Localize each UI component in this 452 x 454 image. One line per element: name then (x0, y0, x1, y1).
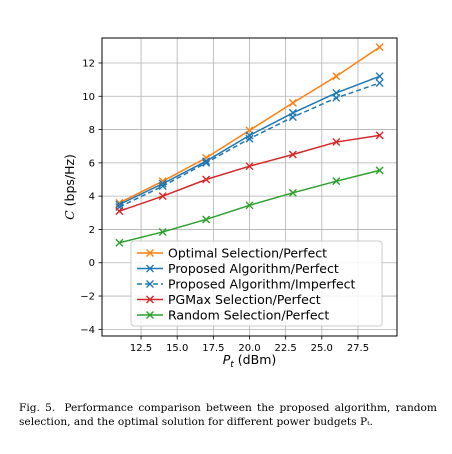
y-tick-label: 8 (89, 125, 95, 136)
chart-ticks: 12.5 15.0 17.5 20.0 22.5 25.0 27.5 −4 −2 0 2 4 6 8 10 1… (80, 58, 369, 354)
data-point (158, 182, 167, 191)
data-point (375, 131, 384, 140)
data-point (115, 207, 124, 216)
data-point (115, 238, 124, 247)
y-axis-label: C (bps/Hz) (62, 154, 77, 220)
data-point (288, 150, 297, 159)
y-tick-label: 10 (82, 92, 95, 103)
data-point (375, 166, 384, 175)
legend-item: Proposed Algorithm/Perfect (137, 261, 339, 276)
data-point (375, 43, 384, 52)
data-point (332, 138, 341, 147)
figure-label: Fig. 5. (19, 402, 56, 414)
legend-label: Random Selection/Perfect (168, 308, 329, 323)
x-tick-label: 15.0 (166, 343, 188, 354)
data-point (115, 200, 124, 209)
data-point (288, 98, 297, 107)
x-tick-label: 20.0 (238, 343, 260, 354)
series-4 (115, 166, 384, 247)
data-point (202, 215, 211, 224)
legend-item: Optimal Selection/Perfect (137, 246, 327, 261)
legend-label: Proposed Algorithm/Imperfect (168, 277, 356, 292)
data-point (288, 188, 297, 197)
y-tick-label: 4 (89, 192, 95, 203)
legend-item: Random Selection/Perfect (137, 308, 329, 323)
data-point (332, 72, 341, 81)
y-tick-label: 0 (89, 258, 95, 269)
legend-marker (146, 264, 154, 273)
caption-text: Performance comparison between the propo… (19, 402, 437, 428)
data-point (245, 201, 254, 210)
data-point (375, 78, 384, 87)
legend-label: PGMax Selection/Perfect (168, 292, 321, 307)
series-3 (115, 131, 384, 216)
x-tick-label: 27.5 (347, 343, 369, 354)
legend-marker (146, 249, 154, 257)
x-axis-label: Pt (dBm) (223, 352, 277, 370)
data-point (332, 93, 341, 102)
data-point (332, 177, 341, 186)
legend-label: Proposed Algorithm/Perfect (168, 261, 339, 276)
legend-item: Proposed Algorithm/Imperfect (137, 277, 356, 292)
y-tick-label: −4 (80, 325, 95, 336)
x-tick-label: 12.5 (130, 343, 152, 354)
chart-series (115, 43, 384, 247)
data-point (202, 175, 211, 184)
y-tick-label: −2 (80, 292, 95, 303)
legend-label: Optimal Selection/Perfect (168, 246, 327, 261)
legend-marker (146, 295, 154, 304)
data-point (158, 179, 167, 188)
x-tick-label: 22.5 (275, 343, 297, 354)
y-tick-label: 2 (89, 225, 95, 236)
legend-box (130, 240, 383, 327)
data-point (245, 134, 254, 143)
data-point (245, 131, 254, 140)
y-tick-label: 6 (89, 158, 95, 169)
data-point (245, 162, 254, 171)
data-point (202, 158, 211, 167)
legend-marker (146, 311, 154, 319)
data-point (288, 113, 297, 122)
data-point (375, 72, 384, 81)
data-point (158, 227, 167, 236)
data-point (158, 192, 167, 201)
legend-marker (146, 280, 154, 288)
series-2 (115, 78, 384, 211)
figure-caption: Fig. 5. Performance comparison between t… (19, 401, 437, 429)
x-tick-label: 25.0 (311, 343, 333, 354)
legend-item: PGMax Selection/Perfect (137, 292, 321, 307)
y-tick-label: 12 (82, 58, 95, 69)
x-tick-label: 17.5 (202, 343, 224, 354)
data-point (202, 157, 211, 166)
